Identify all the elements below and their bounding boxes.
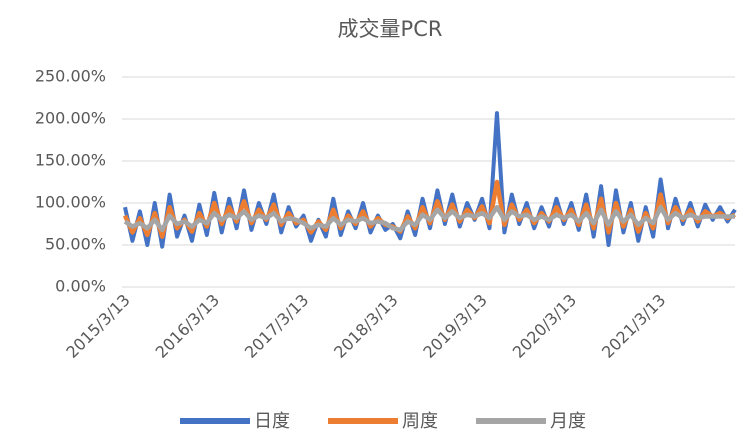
series-line xyxy=(123,111,737,249)
y-tick-label: 100.00% xyxy=(35,193,106,212)
x-tick-label: 2017/3/13 xyxy=(241,290,312,361)
x-tick-label: 2020/3/13 xyxy=(509,290,580,361)
series-line xyxy=(123,204,735,233)
legend-label: 日度 xyxy=(254,411,290,432)
x-tick-label: 2019/3/13 xyxy=(419,290,490,361)
x-tick-label: 2018/3/13 xyxy=(330,290,401,361)
y-tick-label: 200.00% xyxy=(35,109,106,128)
legend-label: 周度 xyxy=(402,411,438,432)
x-tick-label: 2015/3/13 xyxy=(62,290,133,361)
y-tick-label: 250.00% xyxy=(35,67,106,86)
y-tick-label: 50.00% xyxy=(45,235,106,254)
chart-title: 成交量PCR xyxy=(338,17,443,41)
x-tick-label: 2021/3/13 xyxy=(598,290,669,361)
y-tick-label: 0.00% xyxy=(55,277,106,296)
x-tick-label: 2016/3/13 xyxy=(152,290,223,361)
y-tick-label: 150.00% xyxy=(35,151,106,170)
legend-label: 月度 xyxy=(550,411,586,432)
